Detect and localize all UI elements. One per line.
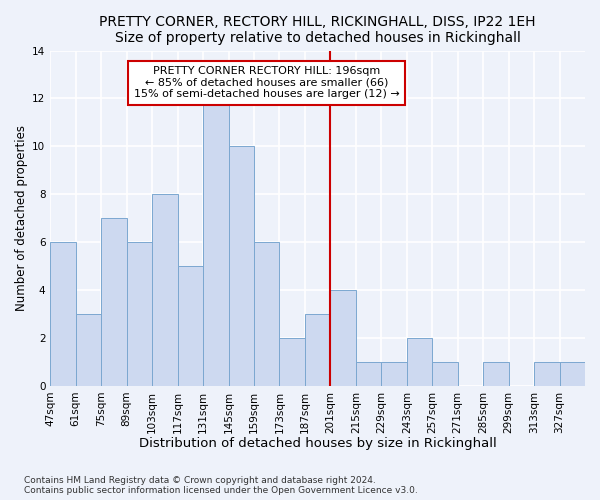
Bar — [381, 362, 407, 386]
Bar — [229, 146, 254, 386]
Bar — [254, 242, 280, 386]
Bar — [50, 242, 76, 386]
Bar — [305, 314, 331, 386]
Bar — [356, 362, 381, 386]
Bar — [76, 314, 101, 386]
Bar — [560, 362, 585, 386]
X-axis label: Distribution of detached houses by size in Rickinghall: Distribution of detached houses by size … — [139, 437, 497, 450]
Bar — [127, 242, 152, 386]
Bar — [101, 218, 127, 386]
Title: PRETTY CORNER, RECTORY HILL, RICKINGHALL, DISS, IP22 1EH
Size of property relati: PRETTY CORNER, RECTORY HILL, RICKINGHALL… — [100, 15, 536, 45]
Bar — [483, 362, 509, 386]
Bar — [203, 98, 229, 386]
Bar — [432, 362, 458, 386]
Bar — [407, 338, 432, 386]
Text: PRETTY CORNER RECTORY HILL: 196sqm
← 85% of detached houses are smaller (66)
15%: PRETTY CORNER RECTORY HILL: 196sqm ← 85%… — [134, 66, 400, 100]
Bar — [331, 290, 356, 386]
Bar — [534, 362, 560, 386]
Bar — [280, 338, 305, 386]
Bar — [152, 194, 178, 386]
Y-axis label: Number of detached properties: Number of detached properties — [15, 125, 28, 311]
Bar — [178, 266, 203, 386]
Text: Contains HM Land Registry data © Crown copyright and database right 2024.
Contai: Contains HM Land Registry data © Crown c… — [24, 476, 418, 495]
